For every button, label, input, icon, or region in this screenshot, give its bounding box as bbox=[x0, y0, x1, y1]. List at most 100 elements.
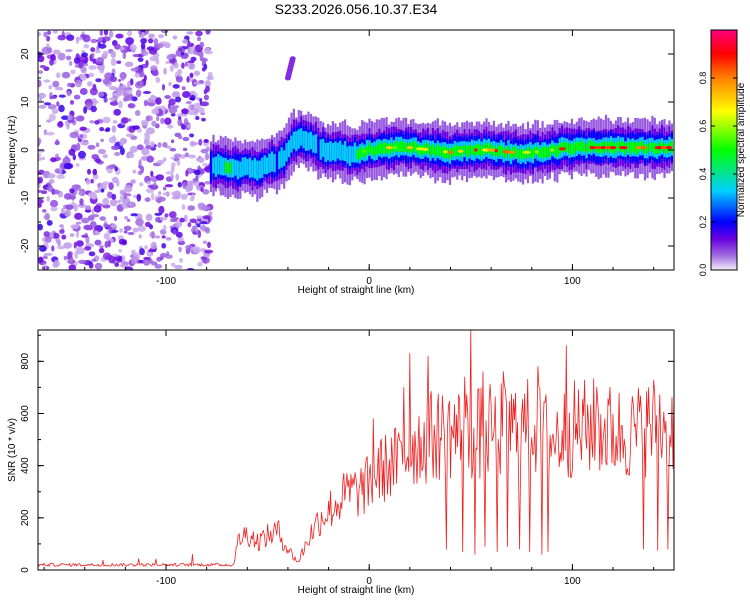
noise-speck bbox=[127, 30, 133, 37]
noise-speck bbox=[63, 193, 73, 200]
noise-speck bbox=[138, 159, 142, 167]
noise-speck bbox=[124, 266, 134, 270]
ridge-band bbox=[283, 150, 286, 167]
ridge-band bbox=[431, 144, 434, 155]
x-tick-label: 100 bbox=[564, 276, 581, 287]
noise-speck bbox=[182, 46, 190, 50]
noise-speck bbox=[73, 94, 81, 100]
noise-speck bbox=[144, 197, 151, 202]
ridge-band bbox=[453, 145, 456, 157]
noise-speck bbox=[92, 58, 97, 64]
noise-speck bbox=[164, 95, 171, 99]
noise-speck bbox=[114, 215, 118, 222]
y-tick-label: 20 bbox=[20, 48, 31, 60]
ridge-band bbox=[287, 140, 291, 158]
noise-speck bbox=[122, 51, 127, 60]
ridge-band bbox=[578, 141, 581, 151]
noise-speck bbox=[114, 43, 121, 50]
noise-speck bbox=[56, 72, 61, 79]
noise-speck bbox=[189, 72, 194, 78]
ridge-band bbox=[414, 142, 417, 153]
noise-speck bbox=[42, 209, 47, 213]
ridge-band bbox=[280, 147, 283, 168]
noise-speck bbox=[157, 159, 165, 165]
noise-speck bbox=[127, 231, 135, 236]
noise-speck bbox=[112, 120, 118, 124]
noise-speck bbox=[49, 199, 59, 208]
noise-speck bbox=[204, 152, 210, 161]
noise-speck bbox=[94, 158, 102, 163]
noise-speck bbox=[38, 176, 44, 184]
ridge-band bbox=[539, 148, 542, 158]
ridge-hotspot bbox=[654, 146, 663, 150]
noise-speck bbox=[52, 80, 60, 88]
ridge-band bbox=[346, 146, 349, 164]
noise-speck bbox=[38, 55, 45, 63]
noise-speck bbox=[135, 218, 144, 227]
noise-speck bbox=[178, 246, 182, 253]
noise-speck bbox=[92, 168, 98, 176]
noise-speck bbox=[161, 235, 166, 239]
noise-speck bbox=[202, 240, 208, 244]
noise-speck bbox=[98, 247, 105, 254]
noise-speck bbox=[158, 196, 166, 202]
noise-speck bbox=[195, 175, 199, 181]
noise-speck bbox=[164, 213, 169, 218]
noise-speck bbox=[190, 94, 196, 101]
noise-speck bbox=[177, 181, 182, 188]
ridge-band bbox=[217, 154, 220, 175]
ridge-hotspot bbox=[508, 150, 515, 154]
ridge-band bbox=[331, 143, 334, 161]
noise-speck bbox=[144, 30, 150, 35]
ridge-band bbox=[234, 159, 237, 176]
noise-speck bbox=[121, 201, 130, 209]
noise-speck bbox=[186, 123, 191, 129]
ridge-band bbox=[324, 142, 327, 162]
noise-speck bbox=[175, 221, 183, 228]
ridge-band bbox=[246, 159, 249, 175]
noise-speck bbox=[52, 189, 60, 195]
ridge-band bbox=[522, 149, 525, 159]
noise-speck bbox=[176, 160, 181, 166]
noise-speck bbox=[145, 213, 153, 222]
ridge-band bbox=[292, 131, 295, 149]
noise-speck bbox=[114, 166, 119, 172]
noise-speck bbox=[199, 41, 205, 48]
noise-speck bbox=[182, 91, 191, 98]
noise-speck bbox=[102, 116, 111, 124]
noise-speck bbox=[63, 255, 68, 261]
y-tick-label: -10 bbox=[20, 190, 31, 205]
noise-speck bbox=[82, 63, 89, 67]
noise-speck bbox=[168, 82, 172, 87]
ridge-band bbox=[351, 146, 354, 163]
ridge-hotspot bbox=[421, 147, 429, 151]
ridge-band bbox=[553, 145, 556, 156]
ridge-hotspot bbox=[494, 149, 498, 153]
noise-speck bbox=[196, 215, 204, 220]
noise-speck bbox=[99, 245, 104, 249]
noise-speck bbox=[94, 189, 101, 193]
noise-speck bbox=[189, 133, 195, 138]
noise-speck bbox=[201, 205, 211, 211]
noise-speck bbox=[62, 156, 71, 165]
noise-speck bbox=[44, 236, 52, 243]
noise-speck bbox=[188, 103, 192, 112]
ridge-band bbox=[626, 141, 630, 151]
noise-speck bbox=[137, 57, 144, 62]
noise-speck bbox=[96, 57, 104, 65]
noise-speck bbox=[164, 184, 174, 188]
noise-speck bbox=[172, 35, 178, 40]
ridge-hotspot bbox=[635, 146, 642, 150]
noise-speck bbox=[151, 120, 157, 127]
noise-speck bbox=[76, 240, 84, 247]
snr-frame bbox=[37, 329, 675, 571]
noise-speck bbox=[61, 115, 69, 120]
ridge-band bbox=[575, 142, 578, 152]
noise-speck bbox=[198, 158, 205, 164]
x-tick-label: 0 bbox=[366, 276, 372, 287]
noise-speck bbox=[145, 115, 153, 122]
noise-speck bbox=[53, 259, 60, 268]
noise-speck bbox=[84, 246, 92, 251]
noise-speck bbox=[64, 211, 70, 217]
